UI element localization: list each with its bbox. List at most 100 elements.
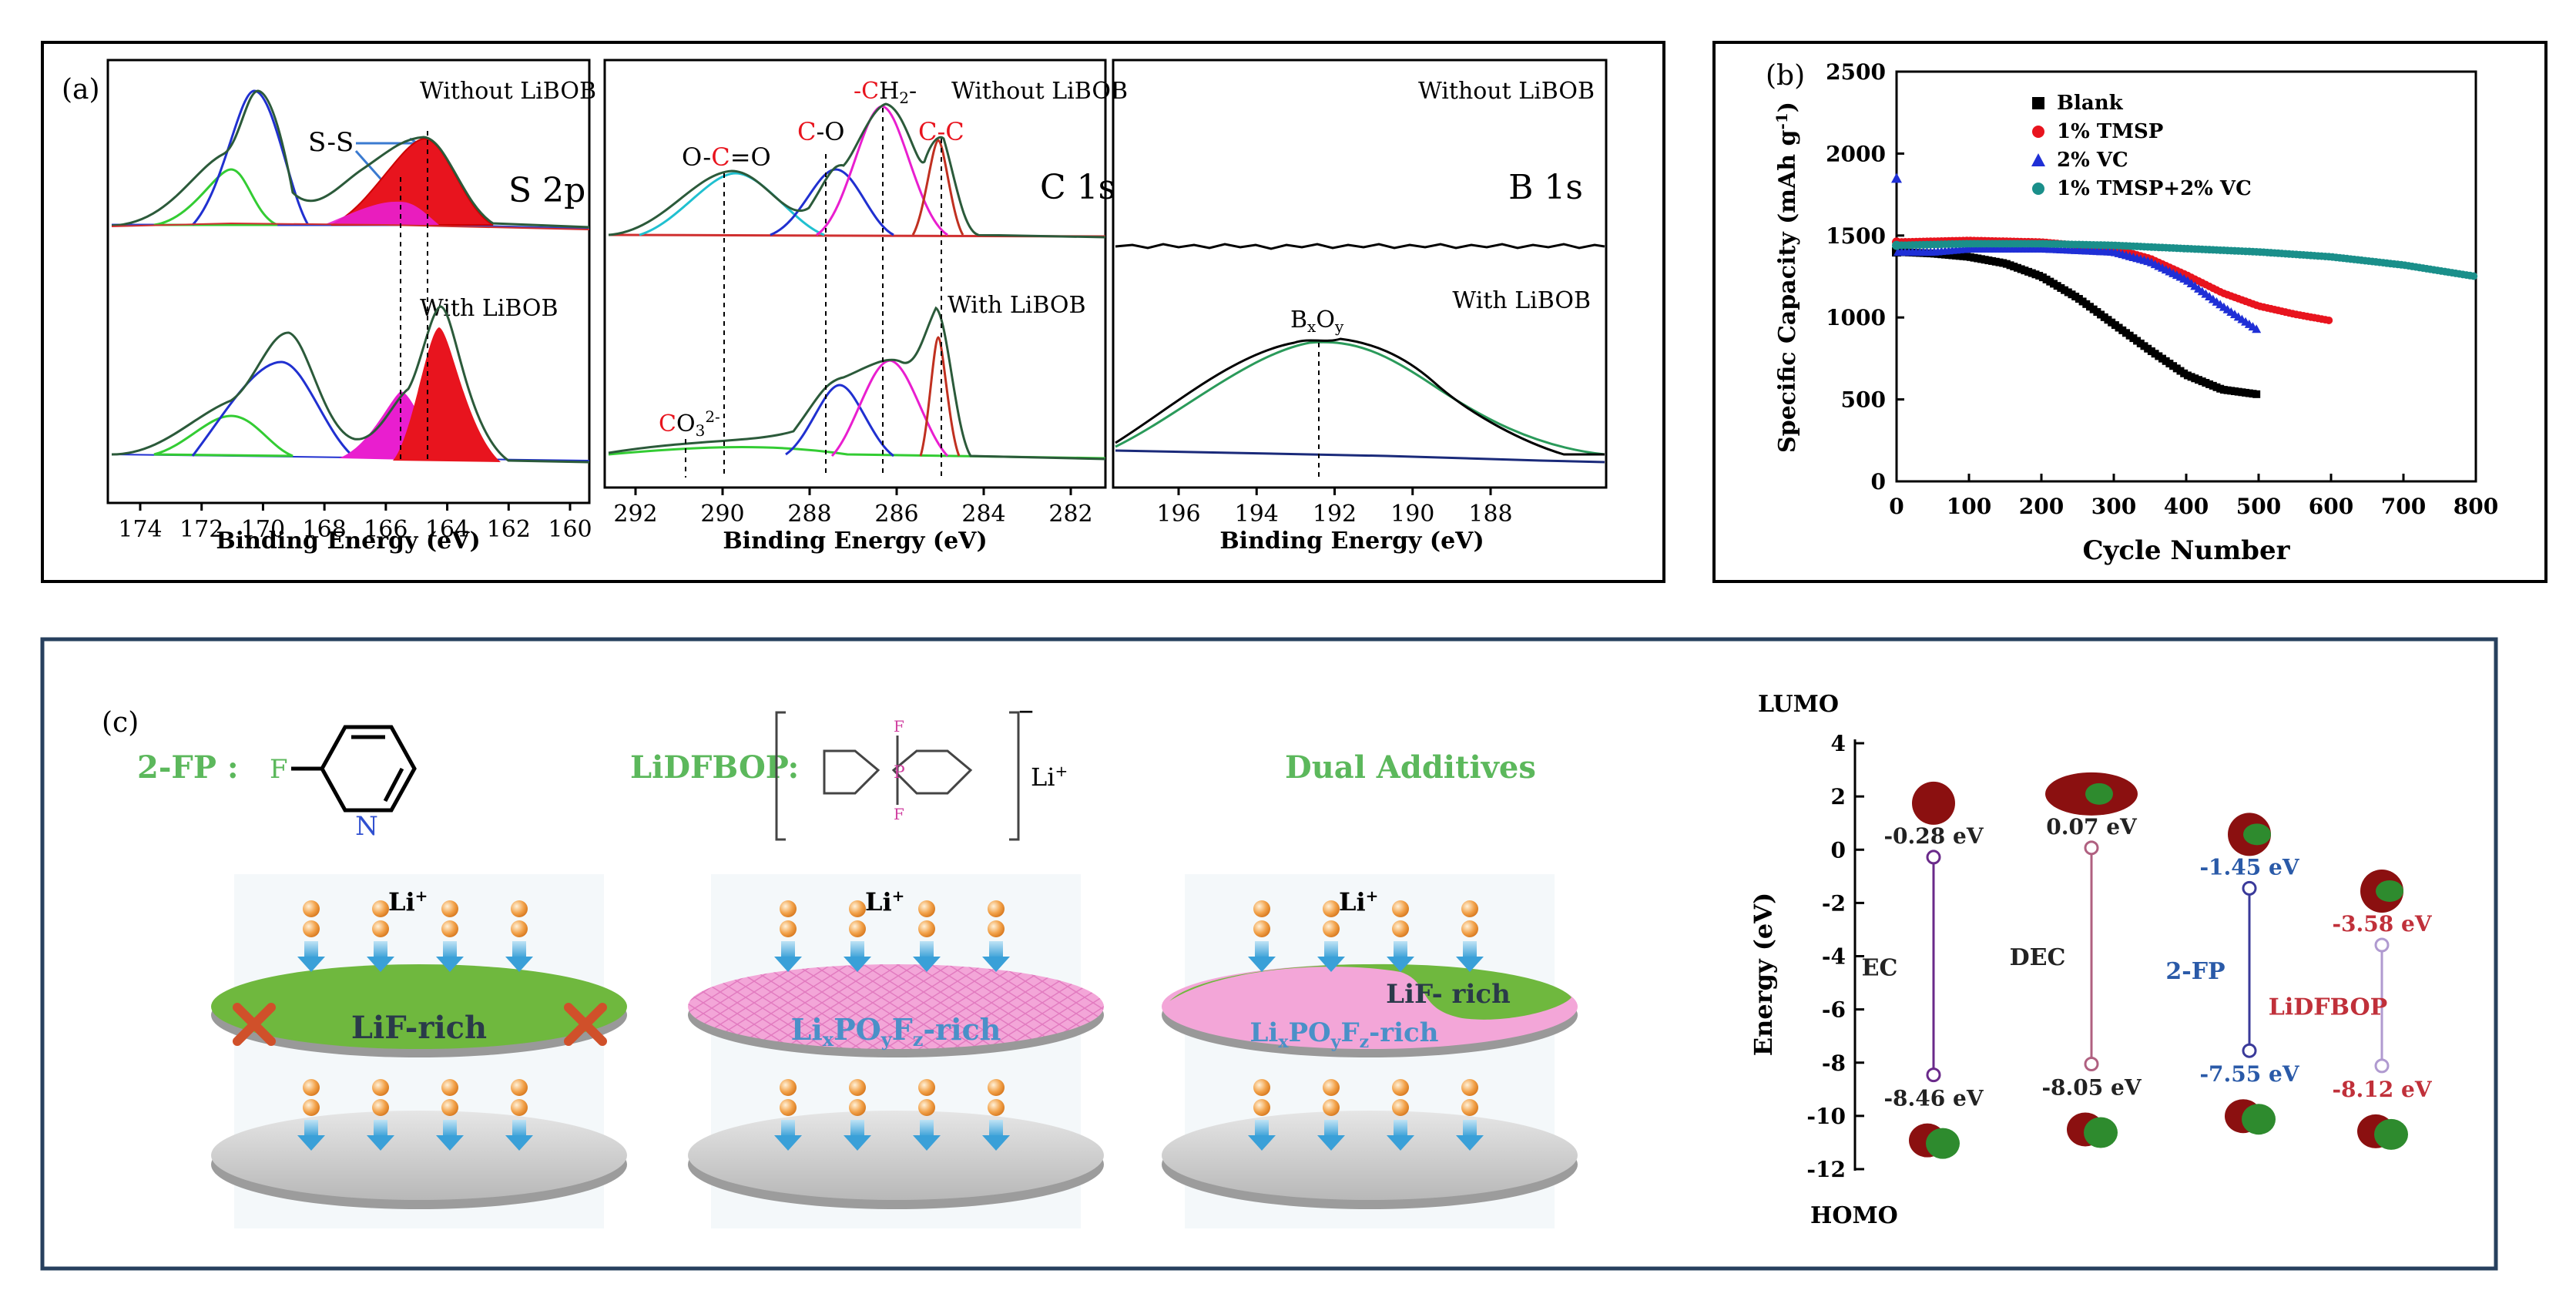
s2p-top-red — [330, 137, 494, 226]
electrode-disk — [211, 1111, 627, 1200]
energy-level-diagram: LUMO HOMO Energy (eV) 420-2-4-6-8-10-12 … — [1749, 691, 2433, 1229]
energy-tick-label: -4 — [1822, 944, 1846, 970]
x-tick-label: 100 — [1947, 494, 1991, 519]
lumo-value: -0.28 eV — [1883, 823, 1984, 849]
legend-entry: Blank — [2057, 92, 2124, 115]
s2p-bottom-label: With LiBOB — [420, 295, 558, 322]
y-tick-label: 1000 — [1826, 305, 1886, 330]
homo-marker — [1926, 1067, 1941, 1083]
molecule-lidfbop: -3.58 eV -8.12 eV LiDFBOP — [2269, 869, 2433, 1150]
dual-lif-label: LiF- rich — [1386, 979, 1511, 1010]
energy-tick-label: 2 — [1831, 784, 1846, 809]
y-tick-label: 2500 — [1826, 59, 1886, 85]
c1s-bottom-blue — [785, 384, 894, 457]
homo-value: -8.05 eV — [2041, 1074, 2142, 1100]
fp-atom-f: F — [270, 754, 288, 785]
xps-tick-label: 282 — [1048, 501, 1092, 528]
li-ion-label: Li+ — [1339, 886, 1378, 917]
b1s-frame — [1112, 59, 1608, 489]
c1s-label-co3: CO32- — [659, 407, 720, 440]
legend-entry: 1% TMSP+2% VC — [2057, 177, 2252, 200]
energy-tick-label: -12 — [1806, 1157, 1846, 1182]
b1s-peak-label: BxOy — [1290, 307, 1344, 336]
cycle-chart-ylabel: Specific Capacity (mAh g-1) — [1773, 102, 1801, 453]
s2p-bottom-green — [153, 414, 293, 457]
panel-b-frame — [1712, 41, 2547, 583]
x-tick-label: 600 — [2309, 494, 2353, 519]
xps-tick-label: 292 — [613, 501, 657, 528]
series-3 — [1892, 240, 2478, 280]
x-tick-label: 0 — [1889, 494, 1903, 519]
energy-tick-label: 0 — [1831, 837, 1846, 863]
lipof-rich-label: LixPOyFz-rich — [791, 1012, 1001, 1051]
xps-tick-label: 162 — [487, 516, 531, 543]
cycle-chart: 0 100 200 300 400 500 600 700 800 0 500 1000 1500 200… — [1773, 59, 2498, 566]
lidfbop-label: LiDFBOP: — [630, 749, 799, 786]
sei-disk — [211, 964, 627, 1049]
molecule-dec: 0.07 eV -8.05 eV DEC — [2010, 772, 2142, 1148]
cycle-chart-ticks: 0 100 200 300 400 500 600 700 800 0 500 1000 1500 200… — [1826, 59, 2498, 519]
li-ion-label: Li+ — [865, 886, 904, 917]
energy-tick-label: -6 — [1822, 997, 1846, 1023]
s2p-top-label: Without LiBOB — [420, 78, 596, 105]
x-tick-label: 400 — [2164, 494, 2209, 519]
xps-tick-label: 284 — [961, 501, 1005, 528]
c1s-label-co: C-O — [797, 117, 845, 146]
xps-tick-label: 190 — [1390, 501, 1434, 528]
homo-marker — [2374, 1058, 2390, 1074]
lumo-marker — [2374, 937, 2390, 953]
data-point — [2032, 126, 2044, 138]
b1s-top-spectrum — [1115, 243, 1605, 250]
xps-tick-label: 288 — [787, 501, 831, 528]
c1s-tick-labels: 292 290 288 286 284 282 — [613, 488, 1093, 528]
cycle-chart-xlabel: Cycle Number — [2083, 535, 2291, 566]
dual-additives-label: Dual Additives — [1285, 749, 1536, 786]
c1s-subplot: C 1s Without LiBOB With LiBOB O-C=O C-O … — [603, 59, 1128, 555]
lif-region — [1169, 963, 1571, 1020]
s2p-bottom-red — [393, 327, 501, 462]
x-tick-label: 500 — [2236, 494, 2281, 519]
blocked-mark — [564, 1003, 607, 1046]
molecule-name: LiDFBOP — [2269, 994, 2387, 1020]
c1s-frame — [603, 59, 1107, 489]
lumo-value: -3.58 eV — [2332, 911, 2432, 937]
lumo-marker — [2242, 880, 2257, 896]
x-tick-label: 700 — [2381, 494, 2426, 519]
panel-b-label: (b) — [1766, 60, 1805, 92]
sei-scene-1: Li+ LiF-rich — [211, 874, 627, 1228]
y-tick-label: 0 — [1871, 469, 1886, 494]
s2p-bottom-envelope — [111, 305, 590, 464]
b1s-tick-labels: 196 194 192 190 188 — [1156, 488, 1513, 528]
s2p-peak-label: S-S — [308, 127, 354, 158]
b1s-axis-title: Binding Energy (eV) — [1219, 528, 1484, 555]
lidfbop-atom-f-top: F — [894, 717, 904, 736]
lumo-marker — [1926, 850, 1941, 865]
homo-label: HOMO — [1810, 1202, 1898, 1229]
lumo-marker — [2084, 840, 2099, 856]
xps-tick-label: 174 — [118, 516, 162, 543]
xps-tick-label: 290 — [700, 501, 744, 528]
homo-value: -7.55 eV — [2199, 1061, 2299, 1087]
fp-atom-n: N — [355, 811, 378, 842]
y-tick-label: 500 — [1841, 387, 1886, 413]
c1s-top-red — [911, 139, 964, 236]
energy-molecules: -0.28 eV -8.46 eV EC 0.07 eV -8.05 eV DEC -1.4… — [1862, 772, 2433, 1159]
lif-rich-label: LiF-rich — [351, 1010, 487, 1046]
legend-entry: 2% VC — [2057, 149, 2128, 172]
data-point — [1892, 240, 1901, 250]
energy-tick-label: 4 — [1831, 731, 1846, 756]
homo-value: -8.46 eV — [1883, 1086, 1984, 1111]
pyridine-structure — [291, 725, 417, 813]
xps-tick-label: 160 — [548, 516, 592, 543]
c1s-bottom-label: With LiBOB — [948, 292, 1086, 319]
blocked-mark — [233, 1003, 276, 1046]
panel-a-frame — [41, 41, 1665, 583]
lidfbop-charge: – — [1018, 692, 1034, 728]
homo-marker — [2242, 1043, 2257, 1058]
data-point — [2032, 183, 2044, 195]
xps-tick-label: 164 — [425, 516, 469, 543]
cycle-chart-series — [1891, 173, 2478, 398]
xps-tick-label: 166 — [364, 516, 408, 543]
s2p-title: S 2p — [508, 171, 585, 210]
sei-disk — [688, 964, 1104, 1049]
